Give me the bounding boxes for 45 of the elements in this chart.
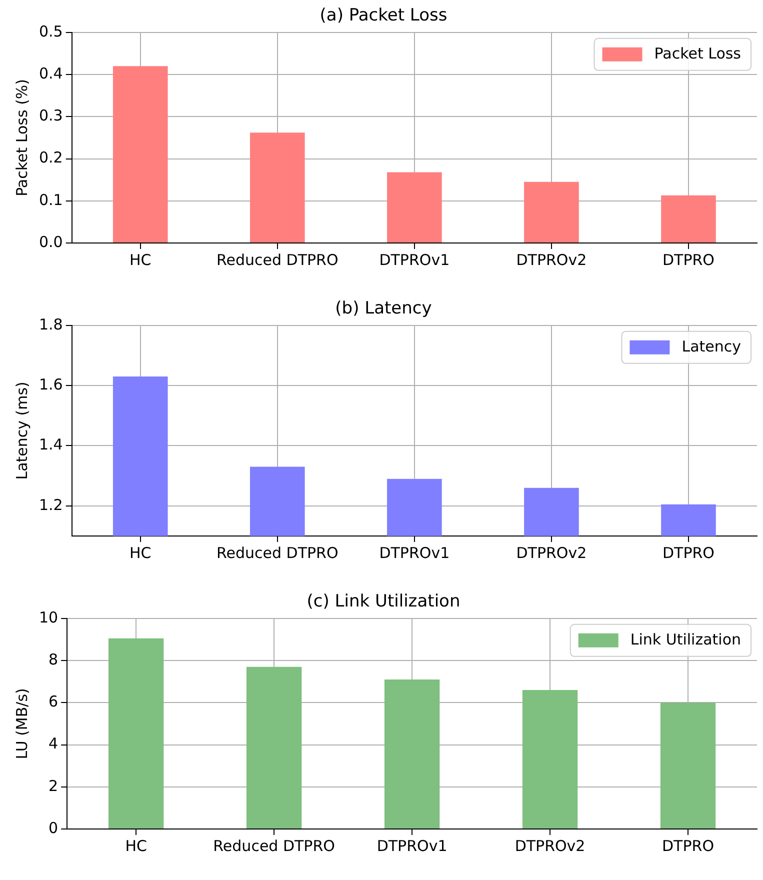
y-axis-title: LU (MB/s) (12, 688, 31, 760)
x-tick-label: HC (129, 250, 152, 269)
x-tick-label: DTPRO (662, 250, 714, 269)
legend-label: Latency (682, 337, 742, 356)
y-tick-label: 4 (48, 734, 58, 753)
y-tick-label: 0 (48, 818, 58, 837)
bar (524, 182, 579, 242)
y-tick-label: 8 (48, 650, 58, 668)
bar (387, 172, 442, 242)
y-tick-label: 1.6 (38, 375, 63, 394)
x-tick-label: Reduced DTPRO (213, 836, 335, 855)
bar (112, 66, 168, 242)
x-tick-label: DTPROv1 (379, 250, 450, 269)
y-tick-label: 2 (48, 776, 58, 795)
y-axis-title: Packet Loss (%) (12, 78, 31, 196)
bar (661, 195, 716, 242)
y-tick-label: 0.5 (38, 22, 63, 40)
x-tick-label: DTPROv1 (379, 544, 450, 562)
x-tick-label: Reduced DTPRO (216, 250, 338, 269)
x-tick-label: DTPROv2 (516, 250, 587, 269)
chart-title: (b) Latency (335, 298, 432, 319)
y-tick-label: 0.4 (38, 64, 63, 82)
x-tick-label: DTPROv2 (516, 544, 587, 562)
x-tick-label: Reduced DTPRO (216, 544, 338, 562)
y-tick-label: 10 (38, 608, 58, 626)
x-tick-label: HC (125, 836, 147, 855)
y-tick-label: 1.2 (38, 496, 63, 514)
bar (250, 132, 305, 242)
chart-title: (c) Link Utilization (306, 592, 460, 612)
chart-title: (a) Packet Loss (320, 6, 448, 26)
y-tick-label: 6 (48, 692, 58, 711)
legend-label: Packet Loss (654, 44, 742, 62)
x-tick-label: DTPROv2 (514, 836, 586, 855)
y-tick-label: 1.4 (38, 436, 63, 454)
legend-label: Link Utilization (630, 630, 742, 648)
x-tick-label: DTPRO (662, 836, 714, 855)
y-tick-label: 0.0 (38, 232, 63, 251)
y-tick-label: 1.8 (38, 315, 63, 334)
x-tick-label: DTPRO (662, 544, 714, 562)
y-tick-label: 0.1 (38, 190, 63, 209)
x-tick-label: HC (129, 544, 152, 562)
y-axis-title: Latency (ms) (12, 382, 31, 480)
y-tick-label: 0.3 (38, 106, 63, 125)
y-tick-label: 0.2 (38, 148, 63, 167)
x-tick-label: DTPROv1 (376, 836, 448, 855)
